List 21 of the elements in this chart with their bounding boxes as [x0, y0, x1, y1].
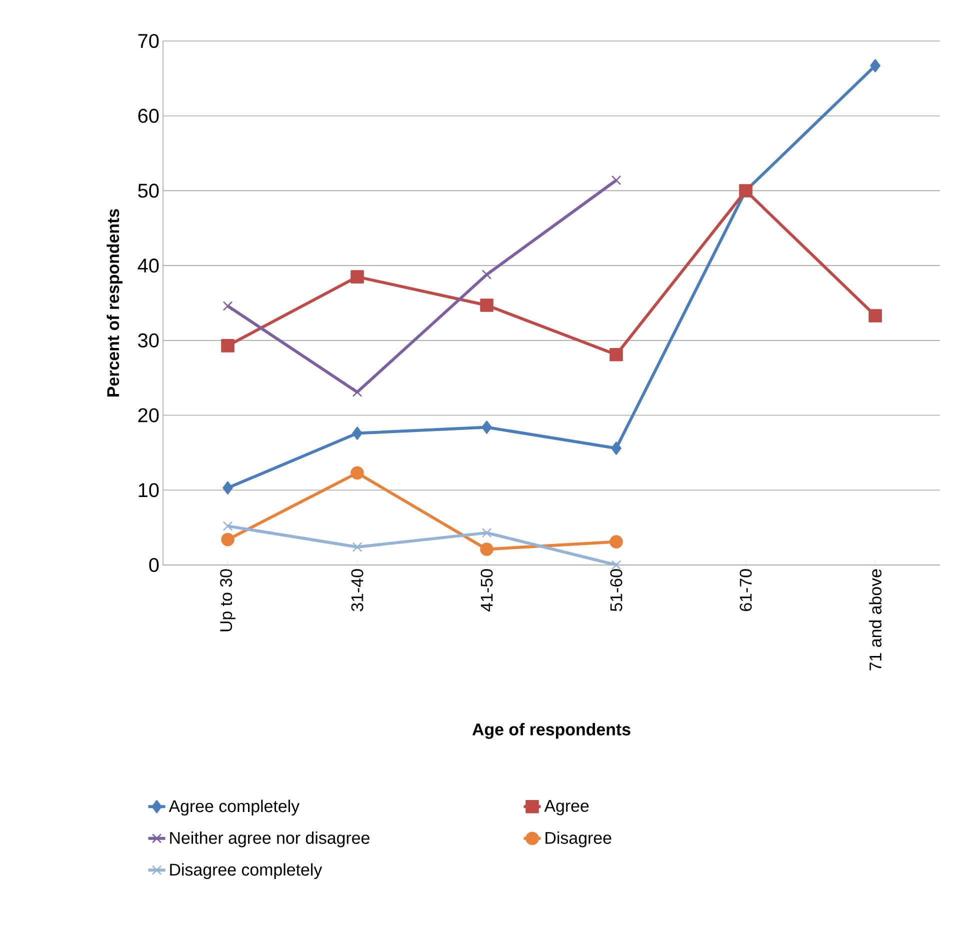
y-tick-label: 40 [138, 258, 159, 273]
legend-label: Disagree [546, 832, 612, 848]
x-tick-label: 61-70 [740, 569, 752, 611]
y-tick-label: 30 [138, 333, 159, 348]
legend-label: Disagree completely [170, 863, 322, 880]
y-tick-label: 70 [138, 34, 159, 48]
x-axis-title: Age of respondents [472, 723, 630, 739]
y-tick-label: 0 [149, 558, 159, 572]
legend-label: Agree completely [168, 800, 300, 816]
x-tick-label: 51-60 [610, 569, 622, 612]
y-axis-title: Percent of respondents [106, 209, 122, 396]
x-tick-label: 71 and above [869, 569, 882, 670]
y-tick-label: 10 [138, 483, 159, 498]
x-tick-label: Up to 30 [220, 569, 236, 632]
legend-label: Neither agree nor disagree [170, 832, 370, 848]
x-tick-label: 41-50 [480, 569, 493, 612]
x-tick-label: 31-40 [351, 569, 364, 612]
legend-label: Agree [544, 800, 589, 816]
y-tick-label: 50 [138, 184, 159, 198]
y-tick-label: 20 [138, 408, 159, 422]
y-tick-label: 60 [138, 108, 159, 123]
